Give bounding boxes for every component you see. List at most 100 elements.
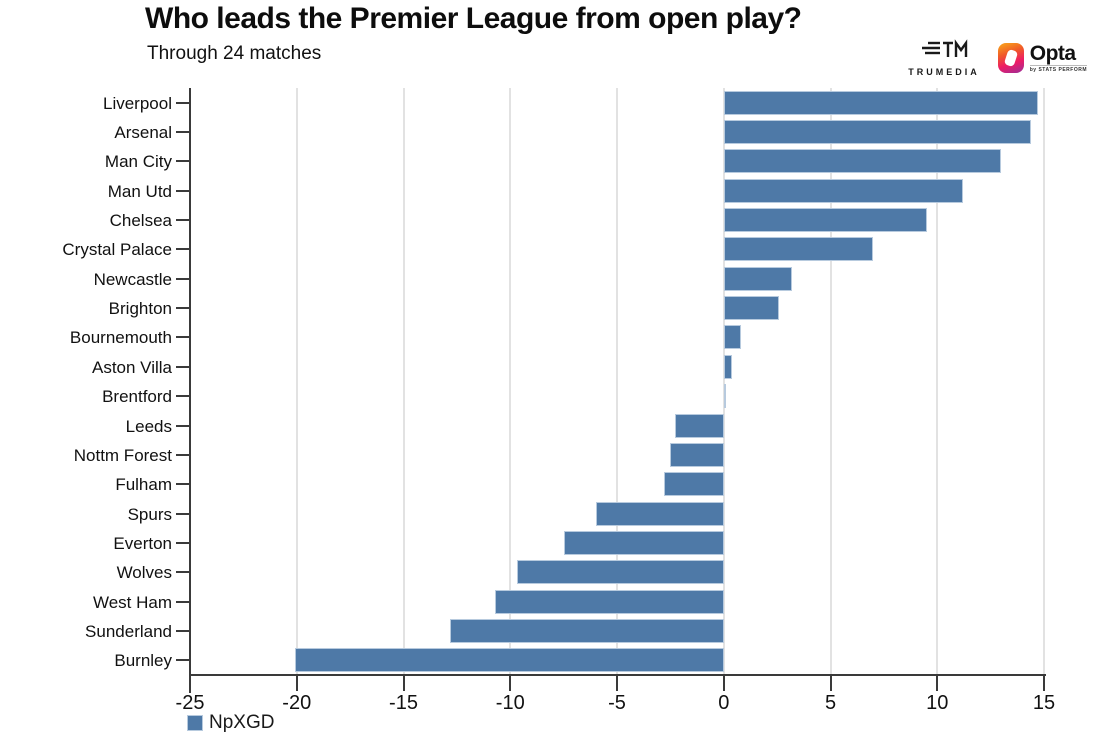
x-axis-tick-label: -5 xyxy=(608,692,626,714)
x-axis-tick xyxy=(936,676,939,691)
y-axis-tick xyxy=(176,307,189,310)
bar-arsenal xyxy=(723,120,1032,145)
y-axis-tick xyxy=(176,512,189,515)
y-axis-label: West Ham xyxy=(92,592,172,612)
y-axis-label: Newcastle xyxy=(93,269,172,289)
opta-icon xyxy=(997,42,1024,73)
y-axis-line xyxy=(189,88,191,693)
y-axis-tick xyxy=(176,131,189,134)
bar-man-city xyxy=(723,149,1002,174)
y-axis-tick xyxy=(176,571,189,574)
gridline xyxy=(829,88,832,675)
x-axis-tick-label: -10 xyxy=(495,692,525,714)
y-axis-tick xyxy=(176,483,189,486)
x-axis-tick-label: -15 xyxy=(389,692,418,714)
y-axis-tick xyxy=(176,248,189,251)
y-axis-label: Nottm Forest xyxy=(73,445,172,465)
trumedia-icon xyxy=(918,38,970,65)
y-axis-tick xyxy=(176,219,189,222)
x-axis-tick xyxy=(722,676,725,691)
bar-aston-villa xyxy=(723,354,733,379)
y-axis-label: Everton xyxy=(113,533,172,553)
x-axis-tick xyxy=(189,676,191,691)
x-axis-tick xyxy=(616,676,618,691)
x-axis-tick-label: -20 xyxy=(282,692,312,714)
legend-label: NpXGD xyxy=(209,712,275,733)
branding-logos: TRUMEDIA Opta by STATS PERFORM xyxy=(908,38,1087,77)
y-axis-label: Brentford xyxy=(102,387,172,407)
x-axis-tick-label: 10 xyxy=(926,692,949,714)
y-axis-label: Crystal Palace xyxy=(62,240,172,260)
y-axis-tick xyxy=(176,160,189,163)
bar-bournemouth xyxy=(723,325,741,350)
opta-sublabel: by STATS PERFORM xyxy=(1029,64,1087,73)
gridline xyxy=(402,88,405,675)
y-axis-tick xyxy=(176,424,189,427)
bar-man-utd xyxy=(723,178,963,203)
legend-swatch xyxy=(187,715,203,731)
y-axis-label: Spurs xyxy=(127,504,172,524)
y-axis-tick xyxy=(176,659,189,662)
bar-leeds xyxy=(674,413,724,438)
bar-brentford xyxy=(723,384,726,409)
y-axis-label: Bournemouth xyxy=(69,328,172,348)
gridline xyxy=(936,88,939,675)
gridline xyxy=(722,88,725,675)
bar-newcastle xyxy=(723,266,793,291)
y-axis-label: Man Utd xyxy=(107,181,172,201)
x-axis-tick xyxy=(829,676,832,691)
chart-subtitle: Through 24 matches xyxy=(147,43,322,64)
gridline xyxy=(1043,88,1045,675)
y-axis-tick xyxy=(176,395,189,398)
y-axis-tick xyxy=(176,101,189,104)
y-axis-label: Fulham xyxy=(115,475,172,495)
x-axis-tick-label: 0 xyxy=(718,692,730,714)
y-axis-label: Liverpool xyxy=(103,93,172,113)
opta-logo: Opta by STATS PERFORM xyxy=(997,41,1087,73)
bar-burnley xyxy=(294,648,724,673)
bar-brighton xyxy=(723,296,780,321)
gridline xyxy=(509,88,512,675)
y-axis-label: Wolves xyxy=(116,563,172,583)
bar-sunderland xyxy=(450,618,724,643)
page-title: Who leads the Premier League from open p… xyxy=(145,2,802,35)
gridline xyxy=(295,88,298,675)
y-axis-tick xyxy=(176,629,189,632)
bar-crystal-palace xyxy=(723,237,874,262)
y-axis-tick xyxy=(176,189,189,192)
x-axis-line xyxy=(190,674,1046,676)
x-axis-tick xyxy=(1043,676,1045,691)
trumedia-wordmark: TRUMEDIA xyxy=(908,67,980,77)
y-axis-label: Aston Villa xyxy=(91,357,172,377)
bar-liverpool xyxy=(723,90,1038,115)
bar-west-ham xyxy=(495,589,724,614)
y-axis-label: Brighton xyxy=(108,299,172,319)
y-axis-tick xyxy=(176,600,189,603)
y-axis-tick xyxy=(176,277,189,280)
x-axis-tick xyxy=(402,676,405,691)
bar-wolves xyxy=(516,560,724,585)
y-axis-label: Chelsea xyxy=(109,211,172,231)
y-axis-label: Man City xyxy=(104,152,172,172)
bar-fulham xyxy=(663,472,724,497)
y-axis-tick xyxy=(176,336,189,339)
y-axis-label: Arsenal xyxy=(114,123,172,143)
y-axis-label: Sunderland xyxy=(85,621,172,641)
trumedia-logo: TRUMEDIA xyxy=(908,38,980,77)
opta-wordmark: Opta xyxy=(1029,41,1076,65)
x-axis-tick xyxy=(509,676,512,691)
bar-chelsea xyxy=(723,208,927,233)
legend: NpXGD xyxy=(187,712,274,734)
x-axis-tick xyxy=(295,676,298,691)
x-axis-tick-label: 5 xyxy=(824,692,837,714)
y-axis-tick xyxy=(176,365,189,368)
y-axis-tick xyxy=(176,541,189,544)
bar-spurs xyxy=(595,501,724,526)
bar-everton xyxy=(563,530,724,555)
x-axis-tick-label: -25 xyxy=(175,692,205,714)
bar-nottm-forest xyxy=(670,442,724,467)
y-axis-label: Burnley xyxy=(114,651,172,671)
gridline xyxy=(616,88,618,675)
plot-area xyxy=(190,88,1045,675)
